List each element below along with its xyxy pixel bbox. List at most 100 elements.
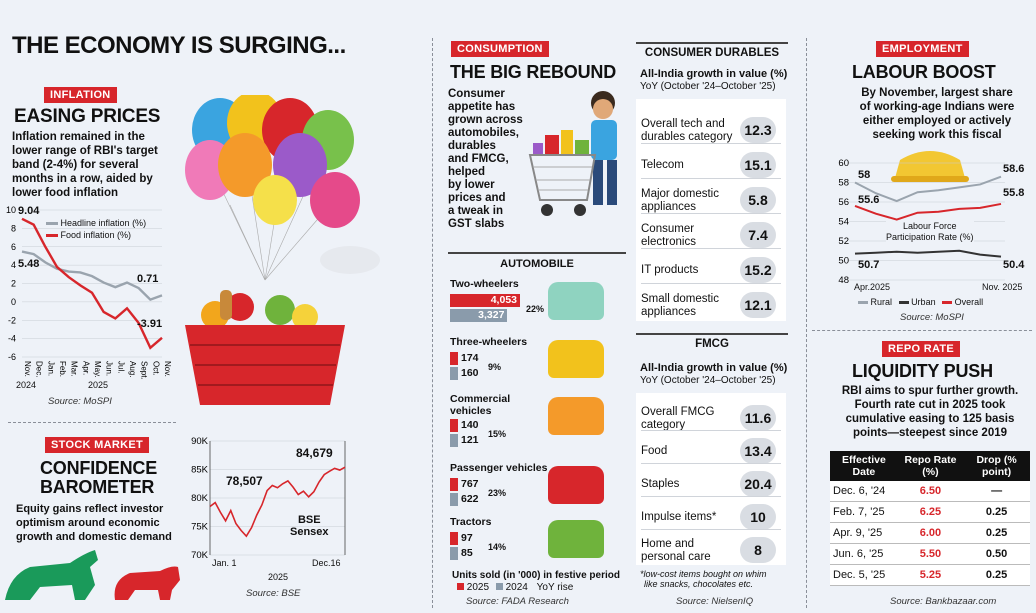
y-tick-label: 85K — [191, 465, 209, 476]
bar-2024: 622 — [450, 493, 479, 506]
sensex-line — [209, 466, 346, 538]
rural-line — [854, 175, 1002, 203]
x-tick-label: Aug. — [128, 361, 137, 377]
scooter-icon — [548, 282, 604, 320]
growth-value: 13.4 — [740, 438, 776, 464]
divider — [806, 38, 807, 608]
food-inflation-line — [21, 217, 163, 350]
durables-sub1: All-India growth in value (%) — [640, 68, 788, 80]
consumption-tag: CONSUMPTION — [451, 41, 549, 57]
durables-sub2: YoY (October '24–October '25) — [640, 81, 776, 92]
x-tick-label: Feb. — [58, 361, 67, 377]
bar-2024: 3,327 — [450, 309, 508, 322]
divider — [432, 38, 433, 608]
auto-rickshaw-icon — [548, 340, 604, 378]
col-date: Effective Date — [830, 451, 898, 481]
fmcg-head: FMCG — [636, 333, 788, 350]
y-tick-label: 75K — [191, 522, 209, 533]
cell-drop: 0.50 — [963, 543, 1030, 565]
cell-drop: 0.25 — [963, 522, 1030, 544]
urban-start-label: 50.7 — [858, 259, 880, 271]
y-tick-label: 70K — [191, 550, 209, 561]
balloon-basket-illustration — [185, 95, 380, 405]
durables-head: CONSUMER DURABLES — [636, 42, 788, 59]
automobile-category-label: Passenger vehicles — [450, 462, 548, 474]
y-tick-label: 8 — [11, 223, 16, 233]
divider — [8, 422, 176, 423]
col-rate: Repo Rate (%) — [897, 451, 964, 481]
yoy-label: 22% — [526, 304, 545, 314]
category-label: IT products — [641, 264, 699, 276]
cell-drop: 0.25 — [963, 564, 1030, 586]
sensex-label-start: 78,507 — [226, 474, 263, 488]
consumption-title: THE BIG REBOUND — [450, 62, 617, 82]
stock-source: Source: BSE — [246, 588, 301, 599]
cell-rate: 6.25 — [897, 501, 964, 523]
car-icon — [548, 466, 604, 504]
repo-tag: REPO RATE — [882, 341, 961, 357]
x-tick-label: Nov. — [163, 361, 172, 377]
employment-source: Source: MoSPI — [900, 312, 964, 323]
cell-date: Dec. 6, '24 — [830, 481, 898, 502]
growth-value: 12.1 — [740, 292, 776, 318]
category-label: Major domestic appliances — [641, 188, 719, 213]
x-tick-label: Mar. — [70, 361, 79, 377]
shopping-cart-illustration — [528, 91, 617, 216]
lfpr-x-end: Nov. 2025 — [982, 282, 1023, 292]
cell-date: Dec. 5, '25 — [830, 564, 898, 586]
automobile-category-label: Two-wheelers — [450, 278, 519, 290]
y-tick-label: -6 — [8, 352, 16, 362]
bar-value-label: 622 — [461, 493, 479, 505]
growth-value: 20.4 — [740, 471, 776, 497]
cell-drop: — — [963, 481, 1030, 502]
bar-2025: 140 — [450, 419, 479, 432]
lfpr-x-start: Apr.2025 — [854, 282, 891, 292]
rural-start-label: 58 — [858, 169, 871, 181]
cell-date: Apr. 9, '25 — [830, 522, 898, 544]
col-drop: Drop (% point) — [963, 451, 1030, 481]
overall-line — [854, 202, 1002, 221]
bar-2024: 160 — [450, 367, 479, 380]
headline-start-label: 5.48 — [18, 258, 40, 270]
headline-end-label: 0.71 — [137, 273, 159, 285]
fmcg-sub2: YoY (October '24–October '25) — [640, 375, 776, 386]
bar-value-label: 140 — [461, 419, 479, 431]
legend-food: Food inflation (%) — [46, 230, 131, 240]
y-tick-label: 6 — [11, 242, 16, 252]
x-tick-label: Dec. — [35, 361, 44, 377]
growth-value: 10 — [740, 504, 776, 530]
stock-title-2: BAROMETER — [40, 477, 155, 497]
main-title: THE ECONOMY IS SURGING... — [12, 32, 346, 59]
sensex-x-end: Dec.16 — [312, 558, 341, 568]
y-tick-label: 50 — [838, 256, 849, 267]
lfpr-legend: Rural Urban Overall — [858, 297, 983, 307]
bar-value-label: 160 — [461, 367, 479, 379]
fmcg-source: Source: NielsenIQ — [676, 596, 754, 607]
cell-date: Jun. 6, '25 — [830, 543, 898, 565]
bar-2024: 121 — [450, 434, 479, 447]
employment-tag: EMPLOYMENT — [876, 41, 969, 57]
automobile-head: AUTOMOBILE — [448, 252, 626, 270]
inflation-title: EASING PRICES — [14, 106, 161, 127]
y-tick-label: 58 — [838, 178, 849, 189]
table-row: Dec. 6, '24 6.50— — [830, 481, 1030, 502]
category-label: Impulse items* — [641, 511, 717, 523]
y-tick-label: -2 — [8, 315, 16, 325]
repo-body: RBI aims to spur further growth. Fourth r… — [841, 385, 1019, 439]
units-note: Units sold (in '000) in festive period — [452, 570, 620, 581]
growth-value: 5.8 — [740, 187, 776, 213]
category-label: Staples — [641, 478, 680, 490]
y-tick-label: 0 — [11, 297, 16, 307]
legend-headline: Headline inflation (%) — [46, 218, 146, 228]
category-label: Home and personal care — [641, 538, 711, 563]
bar-2025: 97 — [450, 532, 473, 545]
employment-title: LABOUR BOOST — [852, 62, 996, 82]
x-tick-label: Jun. — [105, 361, 114, 376]
growth-value: 8 — [740, 537, 776, 563]
tractor-icon — [548, 520, 604, 558]
y-tick-label: 48 — [838, 275, 849, 286]
stock-tag: STOCK MARKET — [45, 437, 150, 453]
growth-value: 7.4 — [740, 222, 776, 248]
cell-rate: 5.50 — [897, 543, 964, 565]
bar-value-label: 767 — [461, 478, 479, 490]
